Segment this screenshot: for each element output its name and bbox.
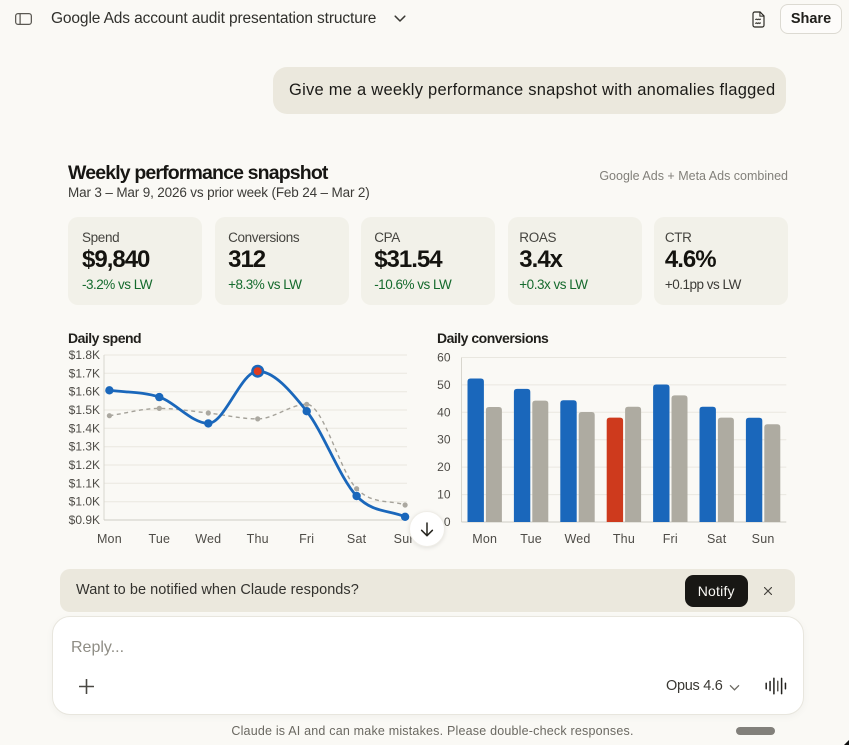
svg-text:Sun: Sun	[752, 532, 775, 546]
svg-text:$1.2K: $1.2K	[69, 458, 100, 472]
svg-text:$1.0K: $1.0K	[69, 495, 100, 509]
svg-text:60: 60	[437, 351, 451, 365]
svg-text:Tue: Tue	[520, 532, 542, 546]
svg-text:$1.7K: $1.7K	[69, 366, 100, 380]
svg-text:Mon: Mon	[97, 532, 122, 546]
svg-text:Sat: Sat	[347, 532, 367, 546]
svg-text:$1.1K: $1.1K	[69, 476, 100, 490]
svg-text:$1.4K: $1.4K	[69, 421, 100, 435]
svg-text:$1.3K: $1.3K	[69, 440, 100, 454]
svg-text:$0.9K: $0.9K	[69, 513, 100, 527]
svg-text:Wed: Wed	[564, 532, 590, 546]
svg-text:20: 20	[437, 460, 451, 474]
svg-text:Sat: Sat	[707, 532, 727, 546]
svg-text:50: 50	[437, 378, 451, 392]
svg-text:$1.5K: $1.5K	[69, 403, 100, 417]
svg-text:$1.8K: $1.8K	[69, 348, 100, 362]
svg-text:Fri: Fri	[299, 532, 314, 546]
svg-text:Thu: Thu	[247, 532, 269, 546]
svg-text:0: 0	[444, 515, 451, 529]
svg-text:Sun: Sun	[394, 532, 413, 546]
svg-text:30: 30	[437, 433, 451, 447]
svg-text:Mon: Mon	[472, 532, 497, 546]
svg-text:Thu: Thu	[613, 532, 635, 546]
svg-text:Wed: Wed	[195, 532, 221, 546]
svg-text:$1.6K: $1.6K	[69, 385, 100, 399]
svg-text:10: 10	[437, 488, 451, 502]
svg-text:Tue: Tue	[148, 532, 170, 546]
svg-text:40: 40	[437, 405, 451, 419]
svg-text:Fri: Fri	[663, 532, 678, 546]
